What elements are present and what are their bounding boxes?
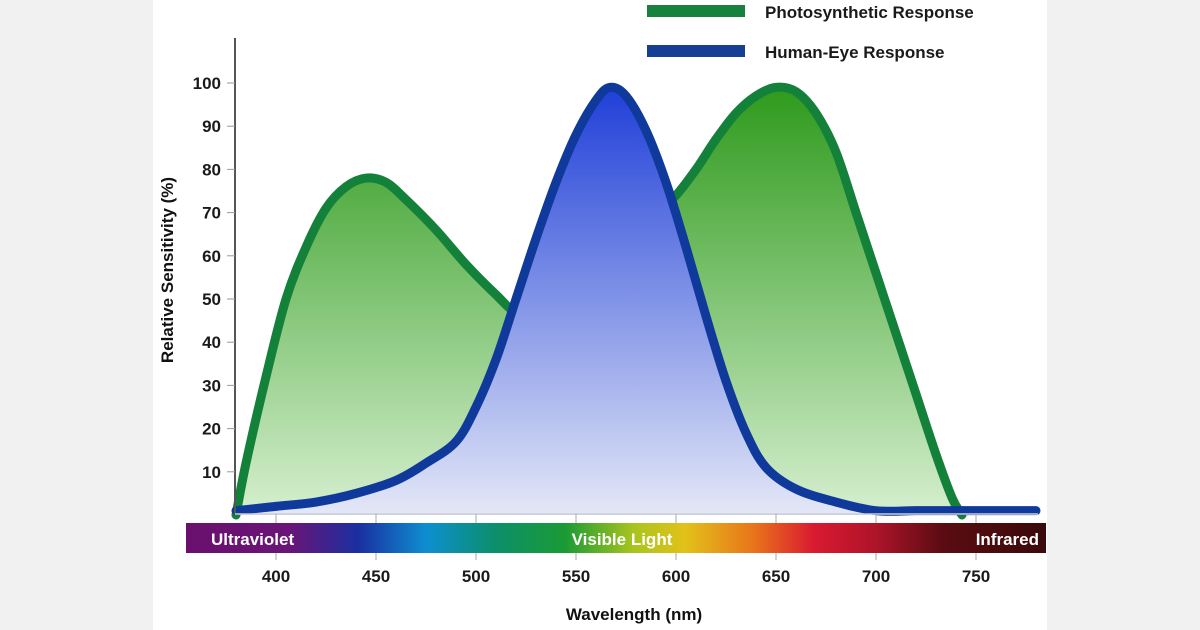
spectral-sensitivity-chart: Photosynthetic Response Human-Eye Respon… xyxy=(158,3,1046,624)
y-tick-label: 70 xyxy=(202,204,221,223)
y-tick-label: 60 xyxy=(202,247,221,266)
band-label-ultraviolet: Ultraviolet xyxy=(211,530,294,549)
y-tick-label: 40 xyxy=(202,333,221,352)
band-label-infrared: Infrared xyxy=(976,530,1039,549)
legend-label-photosynthetic: Photosynthetic Response xyxy=(765,3,974,22)
spectrum-band: Ultraviolet Visible Light Infrared xyxy=(186,523,1046,553)
y-tick-label: 50 xyxy=(202,290,221,309)
legend-swatch-photosynthetic xyxy=(647,5,745,17)
x-axis-title: Wavelength (nm) xyxy=(566,605,702,624)
y-axis-title: Relative Sensitivity (%) xyxy=(158,177,177,363)
y-tick-label: 90 xyxy=(202,117,221,136)
y-tick-label: 10 xyxy=(202,463,221,482)
human-eye-response-line xyxy=(231,82,1041,516)
x-tick-label: 550 xyxy=(562,567,590,586)
plot-area xyxy=(231,82,1041,520)
x-tick-label: 750 xyxy=(962,567,990,586)
spectrum-gradient-bar xyxy=(186,523,1046,553)
legend-swatch-human-eye xyxy=(647,45,745,57)
human-eye-response-area xyxy=(236,87,1036,515)
x-tick-label: 700 xyxy=(862,567,890,586)
x-tick-label: 450 xyxy=(362,567,390,586)
x-tick-label: 650 xyxy=(762,567,790,586)
legend: Photosynthetic Response Human-Eye Respon… xyxy=(647,3,974,62)
chart-card: Photosynthetic Response Human-Eye Respon… xyxy=(153,0,1047,630)
x-tick-label: 600 xyxy=(662,567,690,586)
band-label-visible-light: Visible Light xyxy=(572,530,673,549)
x-tick-labels: 400 450 500 550 600 650 700 750 xyxy=(262,567,990,586)
y-tick-label: 30 xyxy=(202,376,221,395)
x-tick-label: 400 xyxy=(262,567,290,586)
y-tick-label: 100 xyxy=(193,74,221,93)
legend-label-human-eye: Human-Eye Response xyxy=(765,43,945,62)
y-tick-label: 20 xyxy=(202,420,221,439)
y-tick-labels: 10 20 30 40 50 60 70 80 90 100 xyxy=(193,74,221,482)
y-tick-label: 80 xyxy=(202,160,221,179)
x-tick-label: 500 xyxy=(462,567,490,586)
